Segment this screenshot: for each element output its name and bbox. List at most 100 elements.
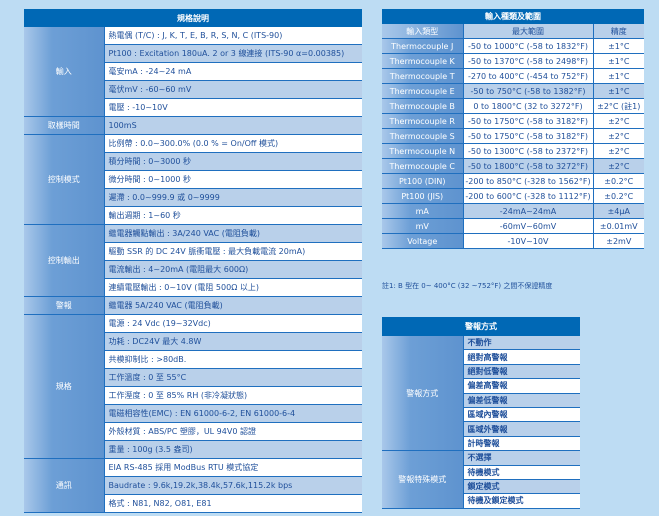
table-row: 鎖定模式 bbox=[382, 479, 580, 495]
input-type: Thermocouple J bbox=[382, 38, 463, 54]
row-value: 計時警報 bbox=[462, 436, 580, 452]
table-row: 積分時間 : 0~3000 秒 bbox=[24, 152, 362, 171]
table-row: 毫伏mV : -60~60 mV bbox=[24, 80, 362, 99]
row-value: 電源 : 24 Vdc (19~32Vdc) bbox=[103, 314, 362, 333]
input-type: Pt100 (DIN) bbox=[382, 173, 463, 189]
row-value: 連續電壓輸出 : 0~10V (電阻 500Ω 以上) bbox=[103, 278, 362, 297]
col-header-type: 輸入類型 bbox=[382, 24, 463, 39]
row-value: 格式 : N81, N82, O81, E81 bbox=[103, 494, 362, 513]
row-value: 繼電器觸點輸出 : 3A/240 VAC (電阻負載) bbox=[103, 224, 362, 243]
table-row: 電磁相容性(EMC) : EN 61000-6-2, EN 61000-6-4 bbox=[24, 404, 362, 423]
table-row: 警報特殊模式 不選擇 bbox=[382, 450, 580, 509]
group-label: 通訊 bbox=[24, 458, 104, 513]
range-row: Thermocouple E -50 to 750°C (-58 to 1382°… bbox=[382, 83, 645, 99]
precision: ±0.01mV bbox=[592, 218, 645, 234]
row-value: 工作溼度 : 0 至 85% RH (非冷凝狀態) bbox=[103, 386, 362, 405]
row-value: 待機模式 bbox=[462, 465, 580, 480]
precision: ±1°C bbox=[592, 83, 645, 99]
row-value: 微分時間 : 0~1000 秒 bbox=[103, 170, 362, 189]
table-row: 共模抑制比 : >80dB. bbox=[24, 350, 362, 369]
input-type: mV bbox=[382, 218, 463, 234]
row-value: 鎖定模式 bbox=[462, 479, 580, 495]
max-range: -10V~10V bbox=[462, 233, 593, 249]
range-row: Thermocouple R -50 to 1750°C (-58 to 3182… bbox=[382, 113, 645, 129]
table-row: 區域外警報 bbox=[382, 421, 580, 437]
range-row: Thermocouple N -50 to 1300°C (-58 to 2372… bbox=[382, 143, 645, 159]
row-value: 絕對高警報 bbox=[462, 349, 580, 365]
group-label: 控制模式 bbox=[24, 134, 104, 225]
row-value: 積分時間 : 0~3000 秒 bbox=[103, 152, 362, 171]
table-row: 電壓 : -10~10V bbox=[24, 98, 362, 117]
table-row: 工作溫度 : 0 至 55°C bbox=[24, 368, 362, 387]
input-type: mA bbox=[382, 203, 463, 219]
max-range: -60mV~60mV bbox=[462, 218, 593, 234]
table-row: 警報 繼電器 5A/240 VAC (電阻負載) bbox=[24, 296, 362, 315]
table-row: 微分時間 : 0~1000 秒 bbox=[24, 170, 362, 189]
table-row: 絕對低警報 bbox=[382, 364, 580, 380]
precision: ±2°C bbox=[592, 143, 645, 159]
table-row: 區域內警報 bbox=[382, 407, 580, 423]
group-label: 取樣時間 bbox=[24, 116, 104, 135]
precision: ±1°C bbox=[592, 68, 645, 84]
range-row: Voltage -10V~10V ±2mV bbox=[382, 233, 645, 249]
precision: ±2°C bbox=[592, 128, 645, 144]
row-value: 待機及鎖定模式 bbox=[462, 493, 580, 509]
row-value: 功耗 : DC24V 最大 4.8W bbox=[103, 332, 362, 351]
range-row: Thermocouple K -50 to 1370°C (-58 to 2498… bbox=[382, 53, 645, 69]
row-value: 電壓 : -10~10V bbox=[103, 98, 362, 117]
max-range: -50 to 1370°C (-58 to 2498°F) bbox=[462, 53, 593, 69]
row-value: 熱電偶 (T/C) : J, K, T, E, B, R, S, N, C (I… bbox=[103, 27, 362, 45]
alarm-table: 警報方式 警報方式 不動作 絕對高警報 絕對低警報 偏差高警報 偏差低警報 區域內警報 區域外… bbox=[382, 317, 580, 509]
max-range: -50 to 1300°C (-58 to 2372°F) bbox=[462, 143, 593, 159]
group-label: 警報方式 bbox=[382, 336, 463, 452]
table-row: 控制輸出 繼電器觸點輸出 : 3A/240 VAC (電阻負載) bbox=[24, 224, 362, 297]
range-row: Thermocouple T -270 to 400°C (-454 to 752… bbox=[382, 68, 645, 84]
precision: ±2°C bbox=[592, 158, 645, 174]
row-value: EIA RS-485 採用 ModBus RTU 模式協定 bbox=[103, 458, 362, 477]
precision: ±0.2°C bbox=[592, 188, 645, 204]
row-value: 外殼材質 : ABS/PC 塑膠，UL 94V0 認證 bbox=[103, 422, 362, 441]
row-value: 區域外警報 bbox=[462, 421, 580, 437]
row-value: 不選擇 bbox=[462, 450, 580, 466]
table-row: 重量 : 100g (3.5 盎司) bbox=[24, 440, 362, 459]
table-row: 控制模式 比例帶 : 0.0~300.0% (0.0 % = On/Off 模式) bbox=[24, 134, 362, 225]
max-range: -50 to 1750°C (-58 to 3182°F) bbox=[462, 128, 593, 144]
group-label: 警報 bbox=[24, 296, 104, 315]
table-row: 電流輸出 : 4~20mA (電阻最大 600Ω) bbox=[24, 260, 362, 279]
table-row: 絕對高警報 bbox=[382, 349, 580, 365]
table-row: Pt100 : Excitation 180uA. 2 or 3 線連接 (IT… bbox=[24, 44, 362, 63]
row-value: 毫伏mV : -60~60 mV bbox=[103, 80, 362, 99]
table-row: 計時警報 bbox=[382, 436, 580, 452]
group-label: 輸入 bbox=[24, 27, 104, 117]
table-row: 偏差低警報 bbox=[382, 393, 580, 408]
col-header-range: 最大範圍 bbox=[462, 24, 593, 39]
table-row: 規格 電源 : 24 Vdc (19~32Vdc) bbox=[24, 314, 362, 459]
ranges-title: 輸入種類及範圍 bbox=[382, 9, 645, 24]
precision: ±1°C bbox=[592, 53, 645, 69]
row-value: 工作溫度 : 0 至 55°C bbox=[103, 368, 362, 387]
table-row: 輸出週期 : 1~60 秒 bbox=[24, 206, 362, 225]
input-type: Thermocouple N bbox=[382, 143, 463, 159]
max-range: -200 to 850°C (-328 to 1562°F) bbox=[462, 173, 593, 189]
table-row: 驅動 SSR 的 DC 24V 脈衝電壓 : 最大負載電流 20mA) bbox=[24, 242, 362, 261]
group-label: 規格 bbox=[24, 314, 104, 459]
row-value: 偏差低警報 bbox=[462, 393, 580, 408]
input-type: Thermocouple B bbox=[382, 98, 463, 114]
table-row: 連續電壓輸出 : 0~10V (電阻 500Ω 以上) bbox=[24, 278, 362, 297]
row-value: 遲滯 : 0.0~999.9 或 0~9999 bbox=[103, 188, 362, 207]
precision: ±0.2°C bbox=[592, 173, 645, 189]
max-range: -50 to 750°C (-58 to 1382°F) bbox=[462, 83, 593, 99]
footnote: 註1: B 型在 0~ 400°C (32 ~752°F) 之間不保證精度 bbox=[382, 282, 553, 290]
table-row: 遲滯 : 0.0~999.9 或 0~9999 bbox=[24, 188, 362, 207]
input-type: Thermocouple S bbox=[382, 128, 463, 144]
range-row: Pt100 (DIN) -200 to 850°C (-328 to 1562°F… bbox=[382, 173, 645, 189]
max-range: 0 to 1800°C (32 to 3272°F) bbox=[462, 98, 593, 114]
row-value: 電磁相容性(EMC) : EN 61000-6-2, EN 61000-6-4 bbox=[103, 404, 362, 423]
group-label: 警報特殊模式 bbox=[382, 450, 463, 509]
max-range: -50 to 1750°C (-58 to 3182°F) bbox=[462, 113, 593, 129]
range-row: Pt100 (JIS) -200 to 600°C (-328 to 1112°F… bbox=[382, 188, 645, 204]
row-value: 電流輸出 : 4~20mA (電阻最大 600Ω) bbox=[103, 260, 362, 279]
spec-table: 規格說明 輸入 熱電偶 (T/C) : J, K, T, E, B, R, S, … bbox=[24, 9, 362, 513]
row-value: 輸出週期 : 1~60 秒 bbox=[103, 206, 362, 225]
